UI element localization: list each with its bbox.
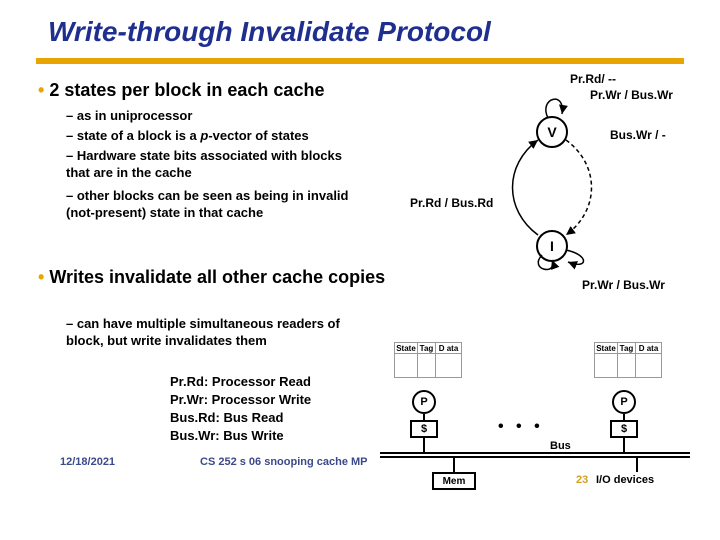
sub-text: can have multiple simultaneous readers o… bbox=[66, 316, 340, 348]
footer-date: 12/18/2021 bbox=[60, 456, 115, 468]
cache-right: $ bbox=[610, 420, 638, 438]
bullet-text: 2 states per block in each cache bbox=[49, 80, 324, 100]
bullet-dot: • bbox=[38, 267, 44, 287]
cell bbox=[394, 354, 418, 378]
sub-text: Hardware state bits associated with bloc… bbox=[66, 148, 342, 180]
cache-right-label: $ bbox=[621, 423, 627, 435]
sd-label-2: Pr.Wr / Bus.Wr bbox=[590, 88, 673, 102]
bullet-sub-2: – state of a block is a p-vector of stat… bbox=[66, 128, 309, 143]
bullet-sub-4: – other blocks can be seen as being in i… bbox=[66, 188, 376, 222]
title-rule-2 bbox=[36, 62, 684, 64]
conn-io bbox=[636, 458, 638, 472]
conn4 bbox=[623, 438, 625, 452]
bullet-dot: • bbox=[38, 80, 44, 100]
legend-1: Pr.Rd: Processor Read bbox=[170, 374, 311, 389]
proc-left: P bbox=[412, 390, 436, 414]
bus-line-top bbox=[380, 452, 690, 454]
bus-label: Bus bbox=[550, 440, 571, 452]
hdr-data: D ata bbox=[436, 342, 462, 354]
cell bbox=[618, 354, 636, 378]
sd-label-1: Pr.Rd/ -- bbox=[570, 72, 616, 86]
proc-right: P bbox=[612, 390, 636, 414]
cell bbox=[418, 354, 436, 378]
mem-box: Mem bbox=[432, 472, 476, 490]
legend-2: Pr.Wr: Processor Write bbox=[170, 392, 311, 407]
io-label: I/O devices bbox=[596, 474, 654, 486]
bullet-sub-1: – as in uniprocessor bbox=[66, 108, 192, 123]
cache-block-left: State Tag D ata bbox=[394, 342, 462, 378]
hdr-tag: Tag bbox=[618, 342, 636, 354]
sub-text: state of a block is a p-vector of states bbox=[77, 128, 309, 143]
cache-left-label: $ bbox=[421, 423, 427, 435]
state-arrows bbox=[480, 70, 700, 300]
footer-page: 23 bbox=[576, 474, 588, 486]
legend-3: Bus.Rd: Bus Read bbox=[170, 410, 283, 425]
hdr-tag: Tag bbox=[418, 342, 436, 354]
cell bbox=[636, 354, 662, 378]
bullet-sub-5: – can have multiple simultaneous readers… bbox=[66, 316, 376, 350]
bullet-main-2: • Writes invalidate all other cache copi… bbox=[38, 266, 398, 289]
cell bbox=[436, 354, 462, 378]
dots: • • • bbox=[498, 418, 544, 436]
cell bbox=[594, 354, 618, 378]
hdr-state: State bbox=[394, 342, 418, 354]
bus-line-bot bbox=[380, 456, 690, 458]
sd-label-5: Pr.Wr / Bus.Wr bbox=[582, 278, 665, 292]
cache-left: $ bbox=[410, 420, 438, 438]
bullet-main-1: • 2 states per block in each cache bbox=[38, 80, 324, 101]
footer-course: CS 252 s 06 snooping cache MP bbox=[200, 456, 368, 468]
proc-left-label: P bbox=[420, 396, 427, 408]
sd-label-4: Pr.Rd / Bus.Rd bbox=[410, 196, 493, 210]
cache-block-right: State Tag D ata bbox=[594, 342, 662, 378]
legend-4: Bus.Wr: Bus Write bbox=[170, 428, 284, 443]
slide-title: Write-through Invalidate Protocol bbox=[48, 16, 491, 48]
conn2 bbox=[423, 438, 425, 452]
sd-label-3: Bus.Wr / - bbox=[610, 128, 666, 142]
sub-text: other blocks can be seen as being in inv… bbox=[66, 188, 348, 220]
conn1 bbox=[423, 414, 425, 420]
bullet-text: Writes invalidate all other cache copies bbox=[49, 267, 385, 287]
hdr-state: State bbox=[594, 342, 618, 354]
hdr-data: D ata bbox=[636, 342, 662, 354]
conn-mem bbox=[453, 458, 455, 472]
proc-right-label: P bbox=[620, 396, 627, 408]
conn3 bbox=[623, 414, 625, 420]
sub-text: as in uniprocessor bbox=[77, 108, 193, 123]
bullet-sub-3: – Hardware state bits associated with bl… bbox=[66, 148, 366, 182]
mem-label: Mem bbox=[443, 476, 466, 487]
